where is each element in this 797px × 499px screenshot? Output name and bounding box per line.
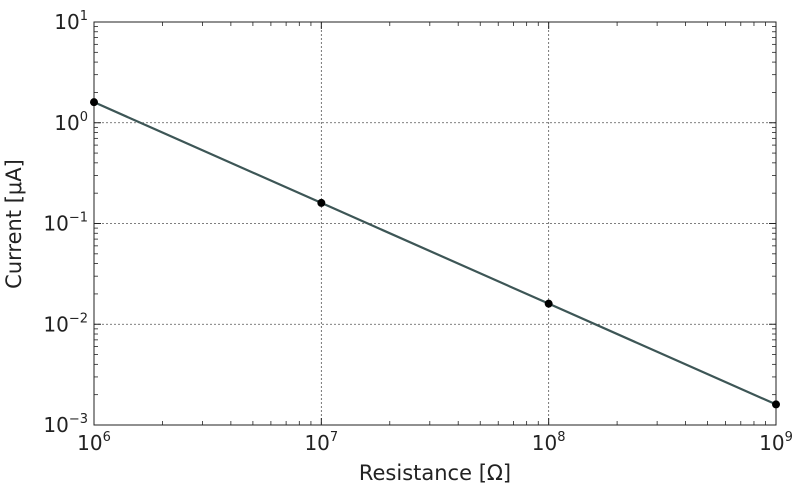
data-point	[317, 198, 326, 207]
minor-ticks	[94, 22, 776, 425]
plot-frame	[93, 21, 777, 426]
y-tick-label: 101	[54, 9, 88, 34]
x-tick-label: 107	[304, 430, 338, 455]
data-point	[772, 400, 780, 409]
y-tick-label: 100	[54, 110, 88, 135]
x-tick-label: 109	[759, 430, 793, 455]
y-tick-label: 10−1	[43, 211, 88, 236]
y-axis-label: Current [μA]	[2, 159, 26, 289]
x-axis-label: Resistance [Ω]	[359, 461, 511, 485]
data-point	[90, 98, 98, 107]
x-tick-labels: 106 107 108 109	[77, 430, 793, 455]
y-tick-labels: 101 100 10−1 10−2 10−3	[43, 9, 88, 437]
series-line	[93, 101, 777, 406]
y-tick-label: 10−3	[43, 412, 88, 437]
grid	[94, 22, 776, 425]
data-point	[544, 299, 553, 308]
y-tick-label: 10−2	[43, 311, 88, 336]
x-tick-label: 106	[77, 430, 111, 455]
series-layer	[90, 98, 780, 409]
x-tick-label: 108	[532, 430, 566, 455]
